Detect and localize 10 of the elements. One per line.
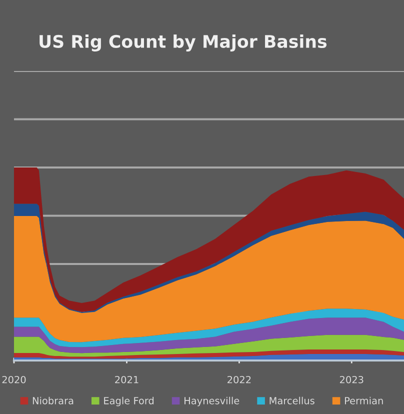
legend-label: Haynesville [184,396,240,406]
legend-label: Marcellus [270,396,314,404]
chart-title: US Rig Count by Major Basins [40,34,327,52]
x-tick-label: 2021 [115,376,138,384]
legend-label: Eagle Ford [104,396,154,406]
legend-label: Permian [345,396,383,404]
legend-label: Niobrara [32,396,74,404]
x-tick-label: 2023 [340,376,364,384]
x-tick-label: 2022 [228,376,251,384]
x-tick-label: 2020 [2,376,26,384]
